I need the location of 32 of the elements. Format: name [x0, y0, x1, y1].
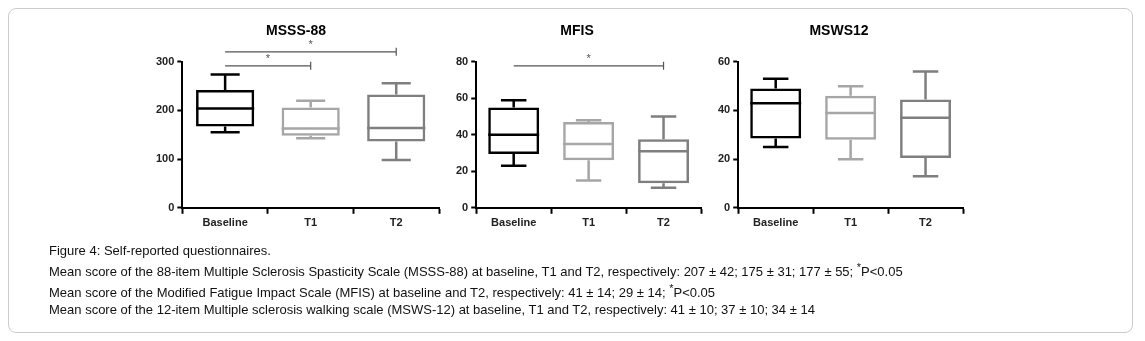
y-tick-label: 80 — [455, 54, 469, 67]
x-tick-label: T2 — [389, 216, 403, 229]
y-tick-label: 40 — [455, 127, 469, 140]
x-tick-label: T2 — [919, 216, 932, 229]
x-tick-label: Baseline — [202, 216, 248, 229]
chart-title: MFIS — [560, 22, 594, 39]
text: Mean score of the 12-item Multiple sclerosis walking scale (MSWS-12) at baseline, T1 and T2, respectively: 41 ± 10; 37 ± 10; 34 ± 14 — [49, 301, 816, 318]
y-tick-label: 0 — [168, 200, 175, 213]
y-tick-label: 200 — [155, 103, 175, 116]
y-tick-label: 60 — [717, 54, 731, 67]
caption: Figure 4: Self-reported questionnaires. — [49, 243, 272, 259]
x-tick-label: Baseline — [491, 216, 537, 229]
y-tick-label: 300 — [155, 54, 175, 67]
x-tick-label: T2 — [657, 216, 670, 229]
chart-title: MSSS-88 — [266, 22, 327, 39]
y-tick-label: 20 — [717, 152, 731, 165]
text: * — [308, 38, 314, 51]
x-tick-label: T1 — [304, 216, 318, 229]
text: Mean score of the Modified Fatigue Impact Scale (MFIS) at baseline and T2, respectively: 41 ± 14; 29 ± 14; $^{*}$P<0.05 — [49, 281, 717, 302]
y-tick-label: 100 — [155, 152, 175, 165]
text: Mean score of the 88-item Multiple Sclerosis Spasticity Scale (MSSS-88) at baseline, T1 and T2, respectively: 207 ± 42; 175 ± 31; 177 ± 55; $^{*}$P<0.05 — [49, 260, 904, 281]
x-tick-label: Baseline — [753, 216, 799, 229]
chart-title: MSWS12 — [809, 22, 869, 39]
annotation: * — [265, 52, 271, 65]
y-tick-label: 60 — [455, 91, 469, 104]
x-tick-label: T1 — [844, 216, 858, 229]
y-tick-label: 20 — [455, 164, 469, 177]
x-tick-label: T1 — [582, 216, 596, 229]
y-tick-label: 0 — [724, 200, 731, 213]
y-tick-label: 0 — [462, 200, 469, 213]
annotation: * — [586, 52, 592, 65]
y-tick-label: 40 — [717, 103, 731, 116]
